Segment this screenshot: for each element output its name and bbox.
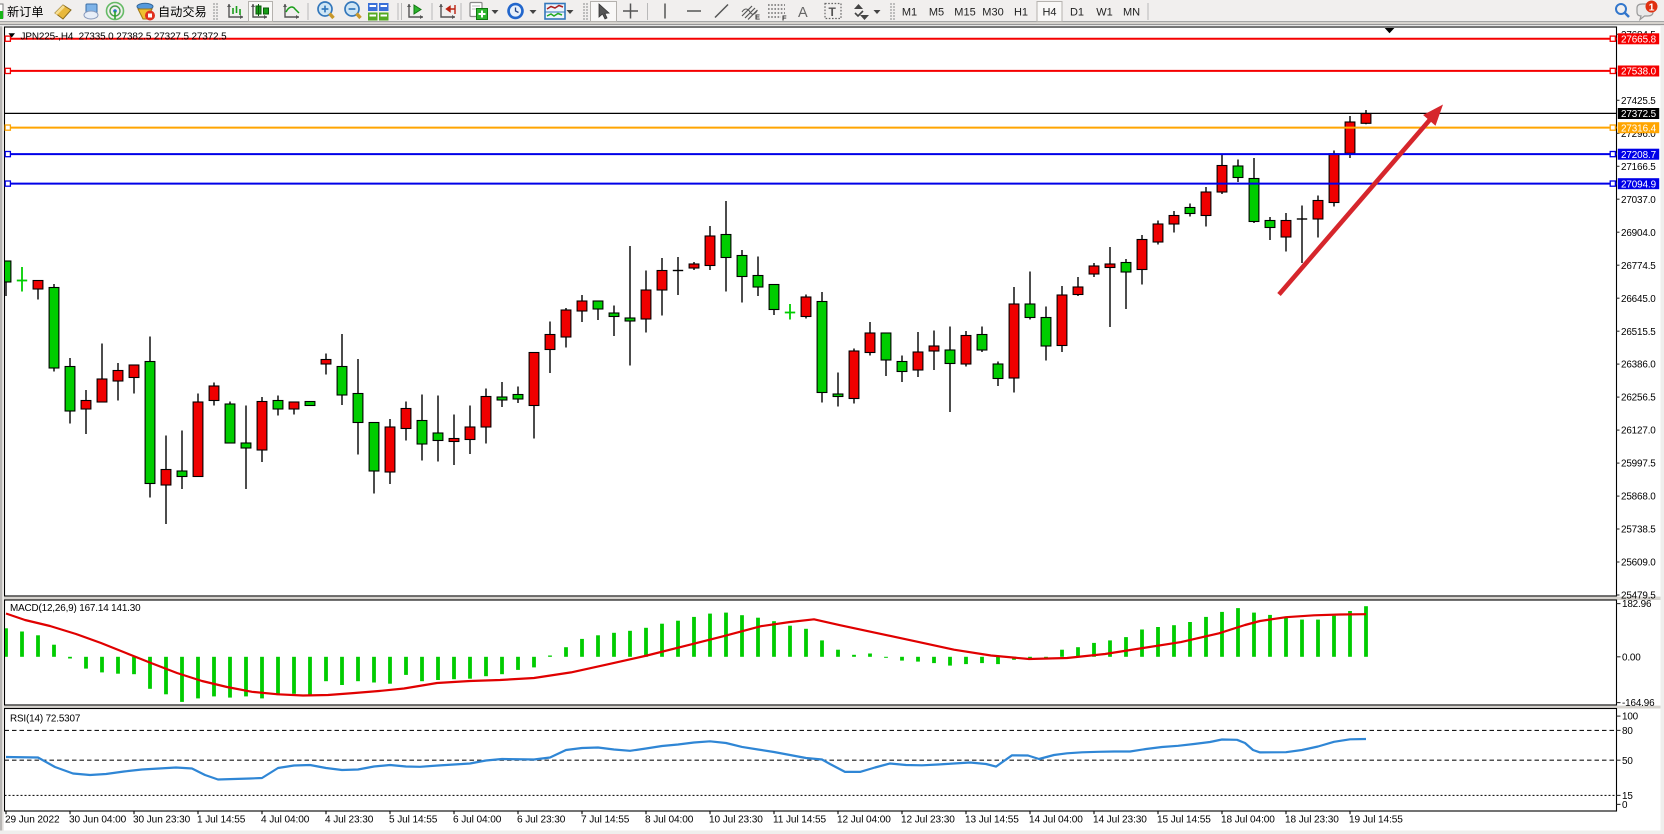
- svg-text:0.00: 0.00: [1622, 652, 1641, 663]
- svg-text:5 Jul 14:55: 5 Jul 14:55: [389, 815, 438, 826]
- svg-text:M30: M30: [982, 6, 1003, 18]
- svg-text:26645.0: 26645.0: [1621, 294, 1656, 305]
- svg-text:4 Jul 04:00: 4 Jul 04:00: [261, 815, 310, 826]
- svg-text:M5: M5: [929, 6, 944, 18]
- svg-text:F: F: [782, 14, 787, 23]
- svg-text:RSI(14) 72.5307: RSI(14) 72.5307: [10, 714, 80, 725]
- svg-text:E: E: [755, 13, 760, 22]
- svg-text:26904.0: 26904.0: [1621, 228, 1656, 239]
- svg-text:M15: M15: [954, 6, 975, 18]
- svg-text:30 Jun 04:00: 30 Jun 04:00: [69, 815, 127, 826]
- svg-text:-164.96: -164.96: [1622, 698, 1655, 709]
- svg-text:8 Jul 04:00: 8 Jul 04:00: [645, 815, 694, 826]
- svg-text:18 Jul 04:00: 18 Jul 04:00: [1221, 815, 1275, 826]
- svg-text:M1: M1: [902, 6, 917, 18]
- svg-text:19 Jul 14:55: 19 Jul 14:55: [1349, 815, 1403, 826]
- svg-text:25868.0: 25868.0: [1621, 492, 1656, 503]
- svg-text:14 Jul 23:30: 14 Jul 23:30: [1093, 815, 1147, 826]
- svg-text:25738.5: 25738.5: [1621, 525, 1656, 536]
- svg-text:新订单: 新订单: [7, 4, 44, 19]
- svg-text:6 Jul 04:00: 6 Jul 04:00: [453, 815, 502, 826]
- svg-text:4 Jul 23:30: 4 Jul 23:30: [325, 815, 374, 826]
- svg-text:1: 1: [1649, 2, 1655, 14]
- svg-text:自动交易: 自动交易: [158, 4, 207, 19]
- svg-text:80: 80: [1622, 726, 1633, 737]
- svg-text:D1: D1: [1070, 6, 1084, 18]
- svg-text:29 Jun 2022: 29 Jun 2022: [5, 815, 60, 826]
- svg-text:26256.5: 26256.5: [1621, 393, 1656, 404]
- svg-text:27372.5: 27372.5: [1621, 109, 1657, 120]
- svg-text:10 Jul 23:30: 10 Jul 23:30: [709, 815, 763, 826]
- svg-text:H4: H4: [1042, 6, 1056, 18]
- svg-text:100: 100: [1622, 712, 1639, 723]
- svg-text:27037.0: 27037.0: [1621, 195, 1656, 206]
- svg-text:26515.5: 26515.5: [1621, 327, 1656, 338]
- svg-text:27316.4: 27316.4: [1621, 123, 1657, 134]
- svg-text:A: A: [798, 5, 808, 21]
- svg-text:25609.0: 25609.0: [1621, 558, 1656, 569]
- svg-text:182.96: 182.96: [1622, 599, 1652, 610]
- svg-text:JPN225-,H4 27335.0 27382.5 27: JPN225-,H4 27335.0 27382.5 27327.5 27372…: [21, 31, 228, 42]
- svg-text:MN: MN: [1123, 6, 1140, 18]
- svg-text:W1: W1: [1096, 6, 1113, 18]
- svg-text:7 Jul 14:55: 7 Jul 14:55: [581, 815, 630, 826]
- svg-text:13 Jul 14:55: 13 Jul 14:55: [965, 815, 1019, 826]
- svg-text:15: 15: [1622, 791, 1633, 802]
- svg-text:27665.8: 27665.8: [1621, 34, 1657, 45]
- svg-text:6 Jul 23:30: 6 Jul 23:30: [517, 815, 566, 826]
- svg-text:26774.5: 26774.5: [1621, 261, 1656, 272]
- svg-text:T: T: [829, 5, 837, 19]
- svg-text:27208.7: 27208.7: [1621, 150, 1656, 161]
- svg-text:0: 0: [1622, 800, 1628, 811]
- svg-text:26386.0: 26386.0: [1621, 360, 1656, 371]
- svg-text:27094.9: 27094.9: [1621, 179, 1657, 190]
- svg-text:15 Jul 14:55: 15 Jul 14:55: [1157, 815, 1211, 826]
- svg-text:H1: H1: [1014, 6, 1028, 18]
- svg-text:50: 50: [1622, 756, 1633, 767]
- svg-text:25479.5: 25479.5: [1621, 591, 1656, 602]
- svg-text:27425.5: 27425.5: [1621, 96, 1656, 107]
- svg-text:12 Jul 04:00: 12 Jul 04:00: [837, 815, 891, 826]
- svg-text:30 Jun 23:30: 30 Jun 23:30: [133, 815, 191, 826]
- svg-text:12 Jul 23:30: 12 Jul 23:30: [901, 815, 955, 826]
- svg-text:14 Jul 04:00: 14 Jul 04:00: [1029, 815, 1083, 826]
- svg-text:1 Jul 14:55: 1 Jul 14:55: [197, 815, 246, 826]
- svg-text:26127.0: 26127.0: [1621, 426, 1656, 437]
- svg-text:MACD(12,26,9) 167.14 141.30: MACD(12,26,9) 167.14 141.30: [10, 603, 141, 614]
- svg-text:18 Jul 23:30: 18 Jul 23:30: [1285, 815, 1339, 826]
- svg-text:11 Jul 14:55: 11 Jul 14:55: [773, 815, 827, 826]
- svg-text:27538.0: 27538.0: [1621, 67, 1657, 78]
- svg-text:27296.0: 27296.0: [1621, 129, 1656, 140]
- svg-text:27166.5: 27166.5: [1621, 162, 1656, 173]
- svg-text:25997.5: 25997.5: [1621, 459, 1656, 470]
